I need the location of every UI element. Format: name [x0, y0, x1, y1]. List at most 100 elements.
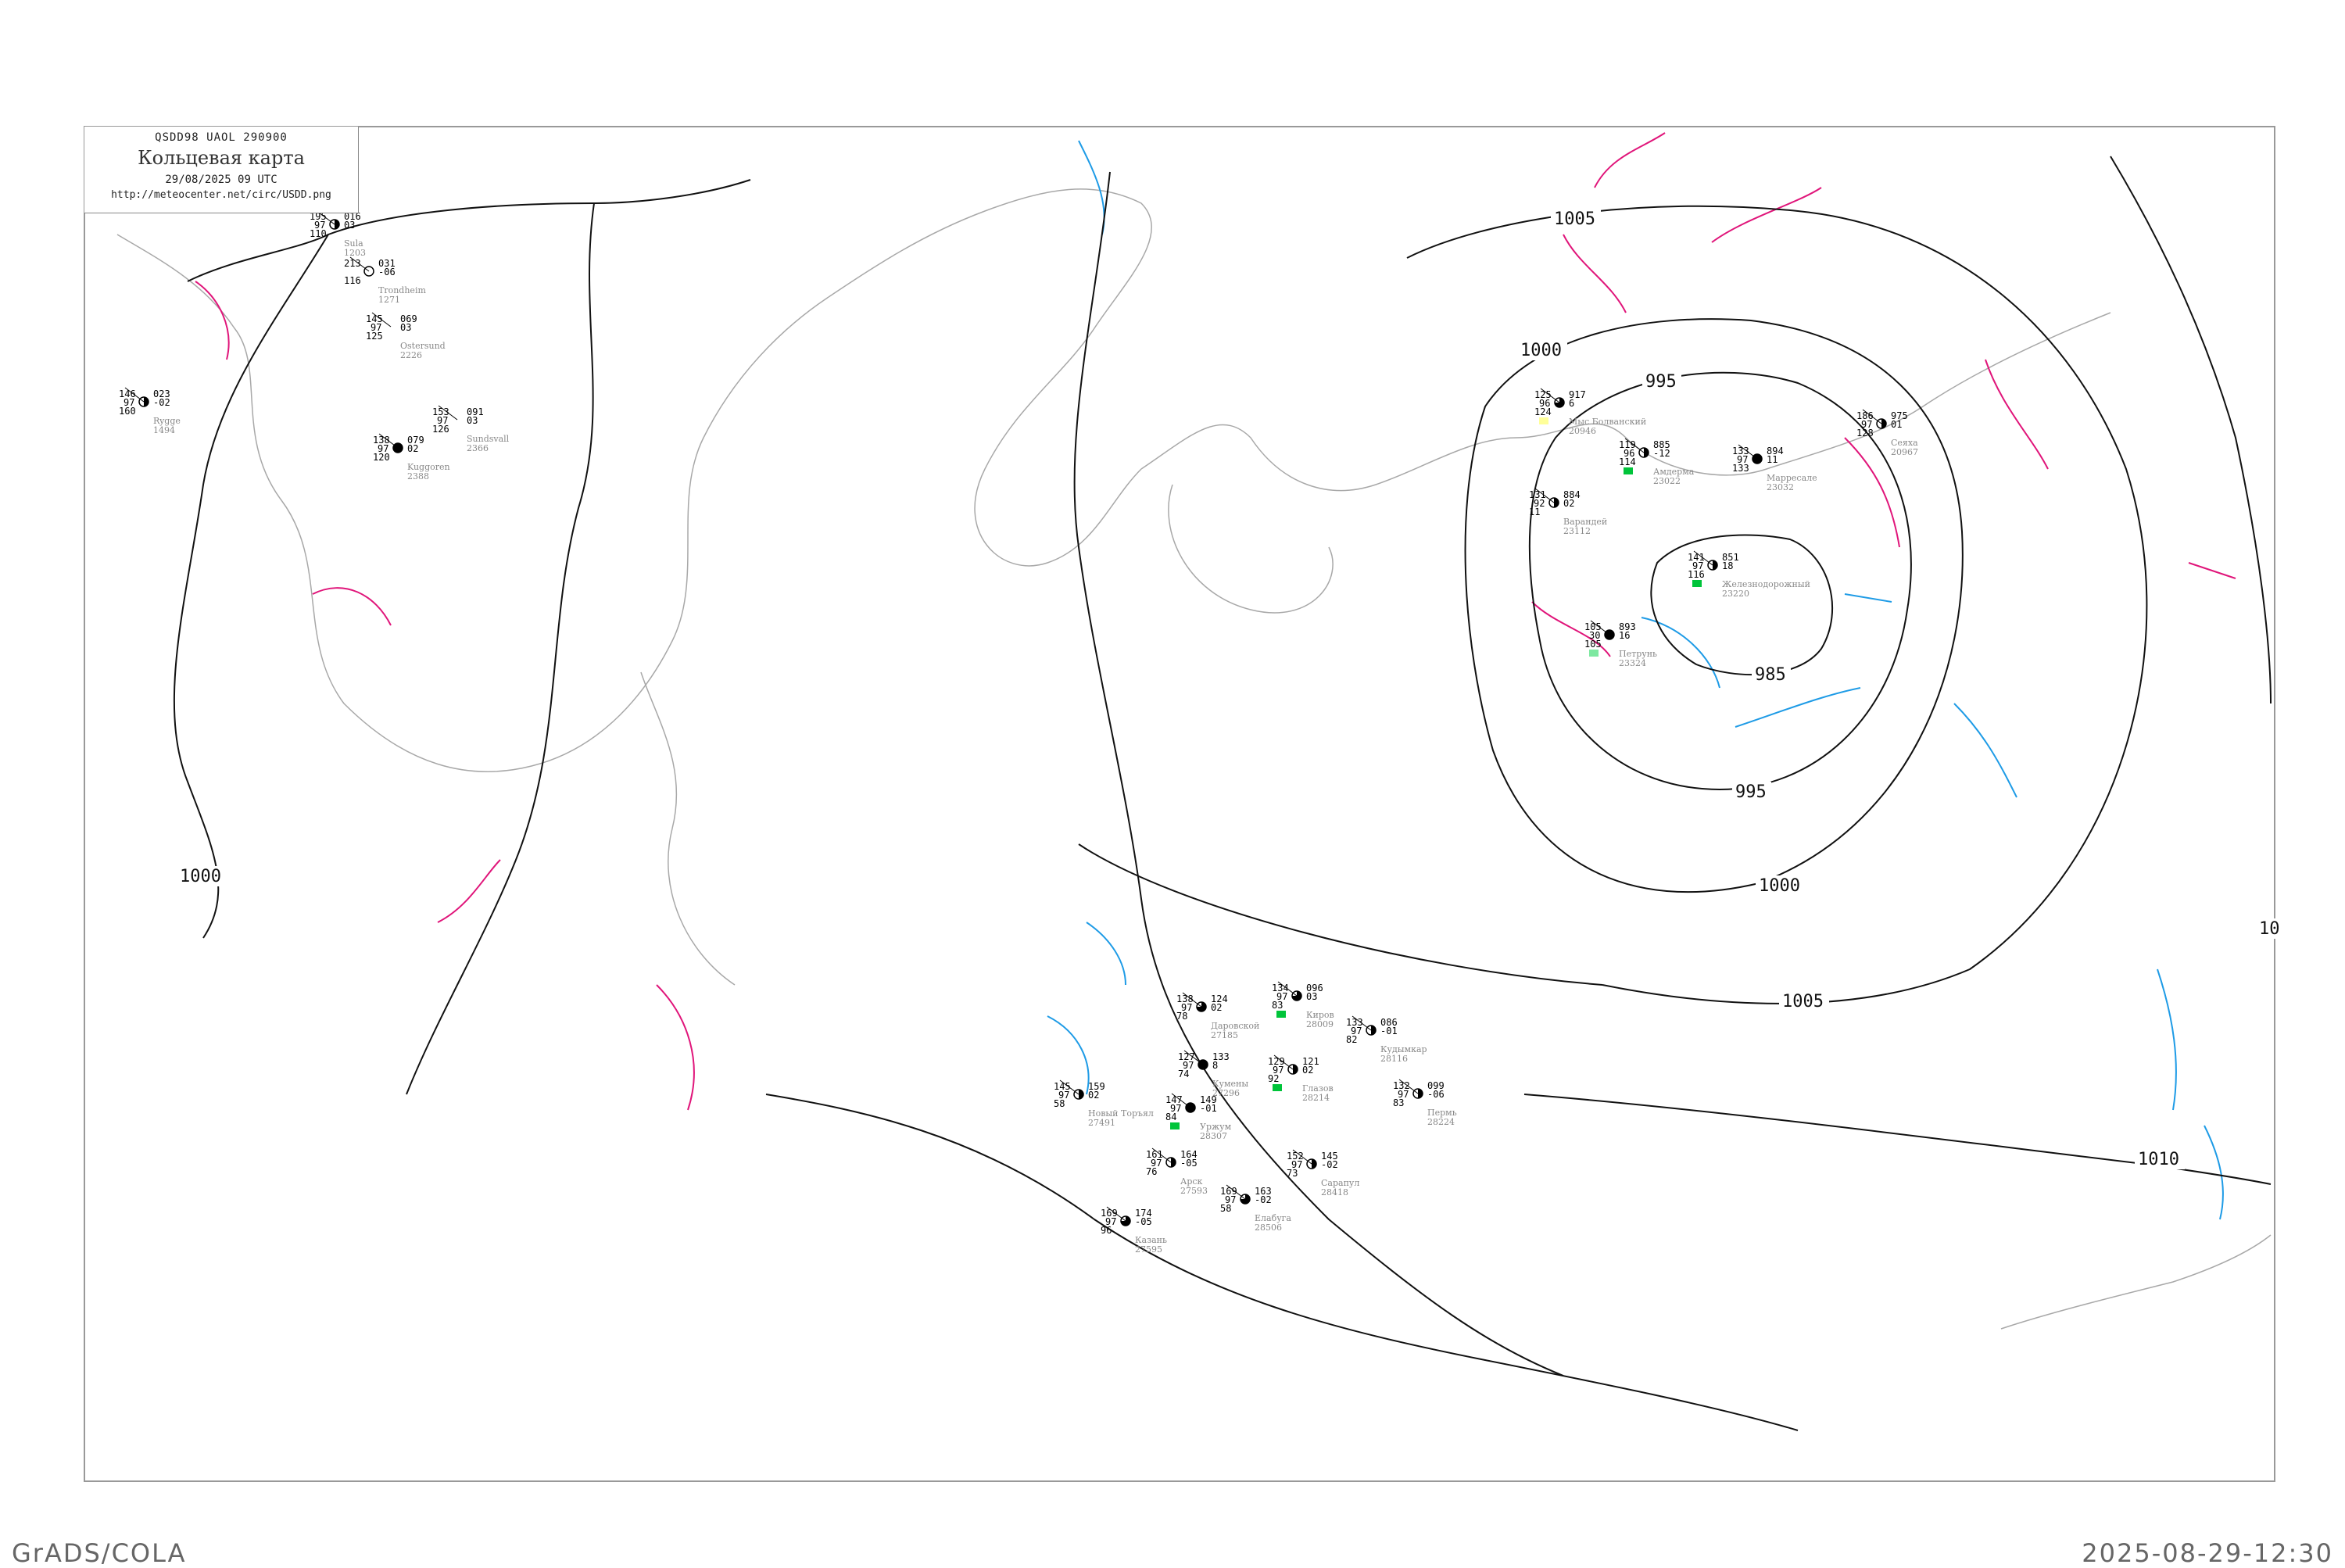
tendency-line-positive: [1985, 359, 2049, 470]
tendency-line-negative: [1953, 703, 2017, 798]
station-visibility: 160: [119, 406, 136, 417]
station-visibility: 114: [1619, 456, 1636, 467]
station-dewpoint: 97: [1861, 419, 1872, 430]
cloud-half-icon: [335, 220, 339, 229]
tendency-line-negative: [1086, 922, 1126, 986]
station-temperature: 152: [1287, 1151, 1304, 1162]
station-temperature: 133: [1346, 1017, 1363, 1028]
station-dewpoint: 30: [1589, 630, 1600, 641]
station-dewpoint: 96: [1539, 398, 1550, 409]
tendency-line-negative: [2204, 1125, 2224, 1220]
isobar-1010-south: [765, 1094, 1799, 1431]
station-dewpoint: 97: [437, 415, 448, 426]
station-pressure: 069: [400, 313, 417, 324]
station-temperature: 119: [1619, 439, 1636, 450]
station-temperature: 147: [1165, 1094, 1183, 1105]
station-visibility: 105: [1584, 639, 1602, 650]
station-temperature: 145: [366, 313, 383, 324]
station-id: 28214: [1302, 1093, 1330, 1103]
isobar-1010: [1523, 1094, 2272, 1185]
station-tendency: -06: [1427, 1089, 1445, 1100]
station-name: Амдерма: [1653, 467, 1695, 477]
station-id: 28307: [1200, 1131, 1227, 1141]
station-id: 23220: [1722, 589, 1749, 599]
station-tendency: 11: [1767, 454, 1778, 465]
station-name: Kuggoren: [407, 462, 450, 472]
station-pressure: 086: [1380, 1017, 1398, 1028]
station-pressure: 159: [1088, 1081, 1105, 1092]
wind-barb-icon: [1292, 1149, 1312, 1165]
wind-barb-icon: [349, 256, 370, 272]
station-tendency: -01: [1200, 1103, 1217, 1114]
wind-barb-icon: [1059, 1079, 1079, 1095]
station-pressure: 121: [1302, 1056, 1319, 1067]
wind-barb-icon: [1540, 388, 1560, 403]
station-visibility: 133: [1732, 463, 1749, 474]
wind-barb-icon: [371, 312, 392, 328]
station-pressure: 091: [467, 406, 484, 417]
station-name: Глазов: [1302, 1083, 1334, 1094]
map-header: QSDD98 UAOL 290900 Кольцевая карта 29/08…: [84, 127, 359, 213]
station-pressure: 164: [1180, 1149, 1198, 1160]
isobar-label: 1000: [1759, 876, 1800, 896]
station-pressure: 851: [1722, 552, 1739, 563]
cloud-half-icon: [1554, 498, 1559, 507]
tendency-line-positive: [1594, 132, 1666, 188]
station-visibility: 83: [1272, 1000, 1283, 1011]
wind-barb-icon: [378, 433, 399, 449]
cloud-half-icon: [144, 397, 149, 406]
isobar-label: 1000: [180, 867, 221, 886]
station-pressure: 975: [1891, 410, 1908, 421]
station-name: Уржум: [1200, 1122, 1232, 1132]
station-name: Варандей: [1563, 517, 1607, 527]
station-dewpoint: 97: [1737, 454, 1748, 465]
station-visibility: 83: [1393, 1097, 1404, 1108]
station-id: 2388: [407, 471, 429, 481]
station-visibility: 73: [1287, 1168, 1298, 1179]
station-tendency: 02: [1563, 498, 1574, 509]
isobar-995: [1528, 371, 1912, 791]
wind-barb-icon: [438, 405, 458, 421]
isobar-label: 995: [1645, 372, 1677, 392]
station-pressure: 096: [1306, 983, 1323, 993]
isobar-label-bg: [1752, 664, 1791, 685]
coastlines: [116, 188, 2272, 1330]
station-name: Новый Торъял: [1088, 1108, 1154, 1119]
station-id: 27595: [1135, 1244, 1162, 1255]
station-tendency: -02: [153, 397, 170, 408]
station-temperature: 213: [344, 258, 361, 269]
station-id: 28224: [1427, 1117, 1455, 1127]
station-name: Казань: [1135, 1235, 1167, 1245]
map-date: 29/08/2025 09 UTC: [165, 174, 277, 186]
station-visibility: 120: [373, 452, 390, 463]
station-name: Петрунь: [1619, 649, 1657, 659]
station-visibility: 58: [1054, 1098, 1065, 1109]
isobar-985: [1650, 534, 1833, 676]
